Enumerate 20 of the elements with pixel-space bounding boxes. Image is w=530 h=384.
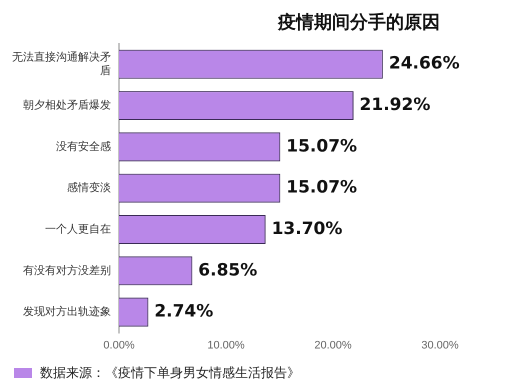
data-label: 15.07% — [286, 178, 358, 198]
y-tick-label: 一个人更自在 — [45, 224, 111, 236]
x-tick-label: 30.00% — [421, 339, 459, 352]
y-tick-label: 有没有对方没差别 — [23, 264, 111, 277]
data-label: 13.70% — [272, 218, 342, 239]
data-label: 15.07% — [286, 136, 358, 156]
x-tick-label: 10.00% — [207, 339, 245, 352]
chart-title: 疫情期间分手的原因 — [277, 12, 440, 32]
x-tick-label: 20.00% — [314, 339, 352, 352]
y-tick-label: 发现对方出轨迹象 — [23, 305, 111, 318]
data-label: 24.66% — [388, 54, 460, 74]
data-label: 2.74% — [154, 302, 214, 322]
x-tick-label: 0.00% — [103, 339, 135, 352]
data-label: 6.85% — [198, 260, 258, 280]
data-label: 21.92% — [360, 94, 430, 115]
y-tick-label: 朝夕相处矛盾爆发 — [23, 98, 111, 112]
y-tick-label: 感情变淡 — [67, 181, 111, 194]
y-tick-label: 无法直接沟通解决矛盾 — [12, 50, 111, 77]
source-note: 数据来源：《疫情下单身男女情感生活报告》 — [40, 365, 300, 382]
y-tick-label: 没有安全感 — [56, 140, 111, 153]
